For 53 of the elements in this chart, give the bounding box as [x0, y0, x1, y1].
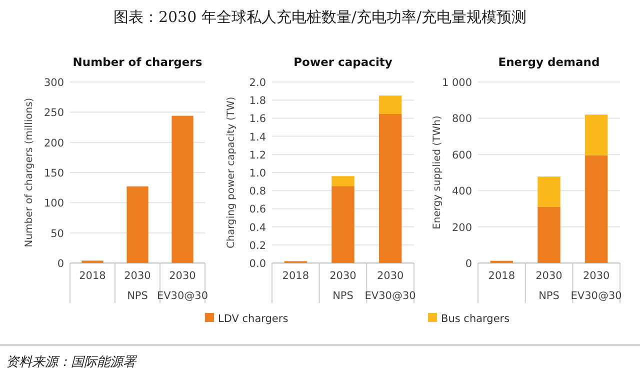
y-tick-label: 0.6 — [249, 204, 266, 216]
chart-title: Number of chargers — [72, 55, 202, 69]
y-axis-title: Charging power capacity (TW) — [226, 96, 237, 248]
y-tick-label: 50 — [50, 228, 64, 240]
y-tick-label: 1.6 — [249, 113, 266, 126]
y-tick-label: 0 — [57, 258, 64, 270]
chart-title: Energy demand — [498, 55, 600, 69]
y-tick-label: 0.8 — [249, 186, 266, 198]
y-tick-label: 0.0 — [249, 258, 266, 270]
y-tick-label: 1.2 — [249, 149, 266, 162]
bar — [584, 114, 608, 156]
x-tick-label: 2030 NPS — [330, 270, 356, 302]
y-tick-label: 0 — [465, 258, 472, 270]
chart-title: Power capacity — [294, 55, 393, 69]
y-tick-label: 2.0 — [249, 77, 266, 89]
y-tick-label: 800 — [452, 113, 472, 126]
x-tick-label: 2018 — [488, 270, 516, 282]
bar — [332, 176, 354, 186]
bar — [126, 186, 148, 263]
y-tick-label: 150 — [44, 168, 64, 180]
y-tick-label: 1.8 — [249, 95, 266, 108]
y-tick-label: 300 — [44, 77, 64, 89]
bar — [584, 155, 608, 263]
bar — [378, 114, 402, 263]
y-tick-label: 200 — [44, 137, 64, 150]
bar — [378, 96, 402, 114]
legend-label: LDV chargers — [218, 313, 288, 325]
legend-label: Bus chargers — [441, 313, 510, 325]
x-tick-label: 2030 EV30@30 — [156, 270, 208, 302]
y-tick-label: 600 — [452, 149, 472, 162]
y-tick-label: 100 — [44, 198, 64, 210]
x-tick-label: 2018 — [282, 270, 310, 282]
bar — [332, 186, 354, 263]
bar — [538, 206, 560, 263]
y-tick-label: 1.4 — [249, 131, 266, 144]
text: 资料来源：国际能源署 — [6, 355, 138, 370]
y-tick-label: 1.0 — [249, 168, 266, 180]
x-tick-label: 2030 EV30@30 — [570, 270, 622, 302]
x-tick-label: 2018 — [79, 270, 106, 282]
y-tick-label: 1 000 — [442, 77, 472, 89]
text: 图表：2030 年全球私人充电桩数量/充电功率/充电量规模预测 — [113, 8, 527, 26]
x-tick-label: 2030 NPS — [536, 270, 562, 302]
x-tick-label: 2030 NPS — [124, 270, 151, 302]
bar — [538, 176, 560, 207]
x-tick-label: 2030 EV30@30 — [364, 270, 416, 302]
y-tick-label: 200 — [452, 222, 472, 234]
y-tick-label: 0.2 — [249, 240, 266, 252]
y-tick-label: 250 — [44, 107, 64, 120]
y-tick-label: 400 — [452, 186, 472, 198]
y-tick-label: 0.4 — [249, 222, 266, 234]
y-axis-title: Energy supplied (TWh) — [432, 116, 443, 230]
bar — [172, 116, 194, 263]
y-axis-title: Number of chargers (millions) — [24, 98, 35, 248]
